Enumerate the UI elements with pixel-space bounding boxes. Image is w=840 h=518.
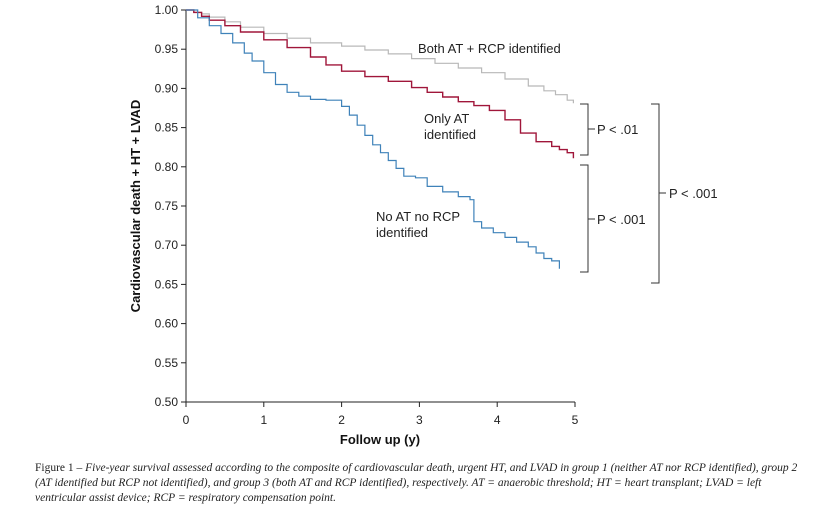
- series-line-3: [186, 9, 560, 269]
- x-tick-label: 5: [572, 413, 579, 427]
- p-value-groups-2-3: P < .01: [597, 122, 638, 137]
- y-tick-label: 0.85: [155, 121, 179, 135]
- y-tick-label: 0.95: [155, 42, 179, 56]
- y-tick-label: 0.60: [155, 317, 179, 331]
- y-tick-label: 0.55: [155, 356, 179, 370]
- annotation-no-at-no-rcp-line1: No AT no RCP: [376, 209, 460, 224]
- y-tick-label: 0.75: [155, 199, 179, 213]
- y-tick-label: 0.80: [155, 160, 179, 174]
- y-tick-label: 1.00: [155, 3, 179, 17]
- x-tick-label: 3: [416, 413, 423, 427]
- x-tick-label: 4: [494, 413, 501, 427]
- annotation-no-at-no-rcp-line2: identified: [376, 225, 428, 240]
- bracket-groups-2-3: [580, 103, 595, 156]
- y-axis-title: Cardiovascular death + HT + LVAD: [128, 100, 143, 313]
- y-tick-label: 0.65: [155, 277, 179, 291]
- x-tick-label: 2: [338, 413, 345, 427]
- y-tick-label: 0.50: [155, 395, 179, 409]
- y-axis-ticks: 0.50 0.55 0.60 0.65 0.70 0.75 0.80 0.85 0.90 0.95…: [155, 3, 186, 409]
- x-tick-label: 0: [183, 413, 190, 427]
- annotation-both-at-rcp: Both AT + RCP identified: [418, 41, 561, 56]
- bracket-groups-1-3: [651, 103, 666, 284]
- p-value-groups-1-2: P < .001: [597, 212, 646, 227]
- annotation-only-at-line1: Only AT: [424, 111, 469, 126]
- y-tick-label: 0.90: [155, 81, 179, 95]
- caption-lead: Figure 1 –: [35, 462, 86, 474]
- p-value-groups-1-3: P < .001: [669, 186, 718, 201]
- series-lines: [186, 9, 575, 269]
- series-line-2: [186, 9, 575, 159]
- annotation-only-at-line2: identified: [424, 127, 476, 142]
- caption-body: Five-year survival assessed according to…: [35, 462, 798, 504]
- survival-chart: 0.50 0.55 0.60 0.65 0.70 0.75 0.80 0.85 0.90 0.95…: [128, 3, 718, 447]
- bracket-groups-1-2: [580, 164, 595, 273]
- x-axis-title: Follow up (y): [340, 432, 420, 447]
- figure-caption: Figure 1 – Five-year survival assessed a…: [35, 461, 815, 506]
- y-tick-label: 0.70: [155, 238, 179, 252]
- x-tick-label: 1: [260, 413, 267, 427]
- x-axis-ticks: 0 1 2 3 4 5: [183, 402, 579, 427]
- series-line-1: [186, 9, 574, 104]
